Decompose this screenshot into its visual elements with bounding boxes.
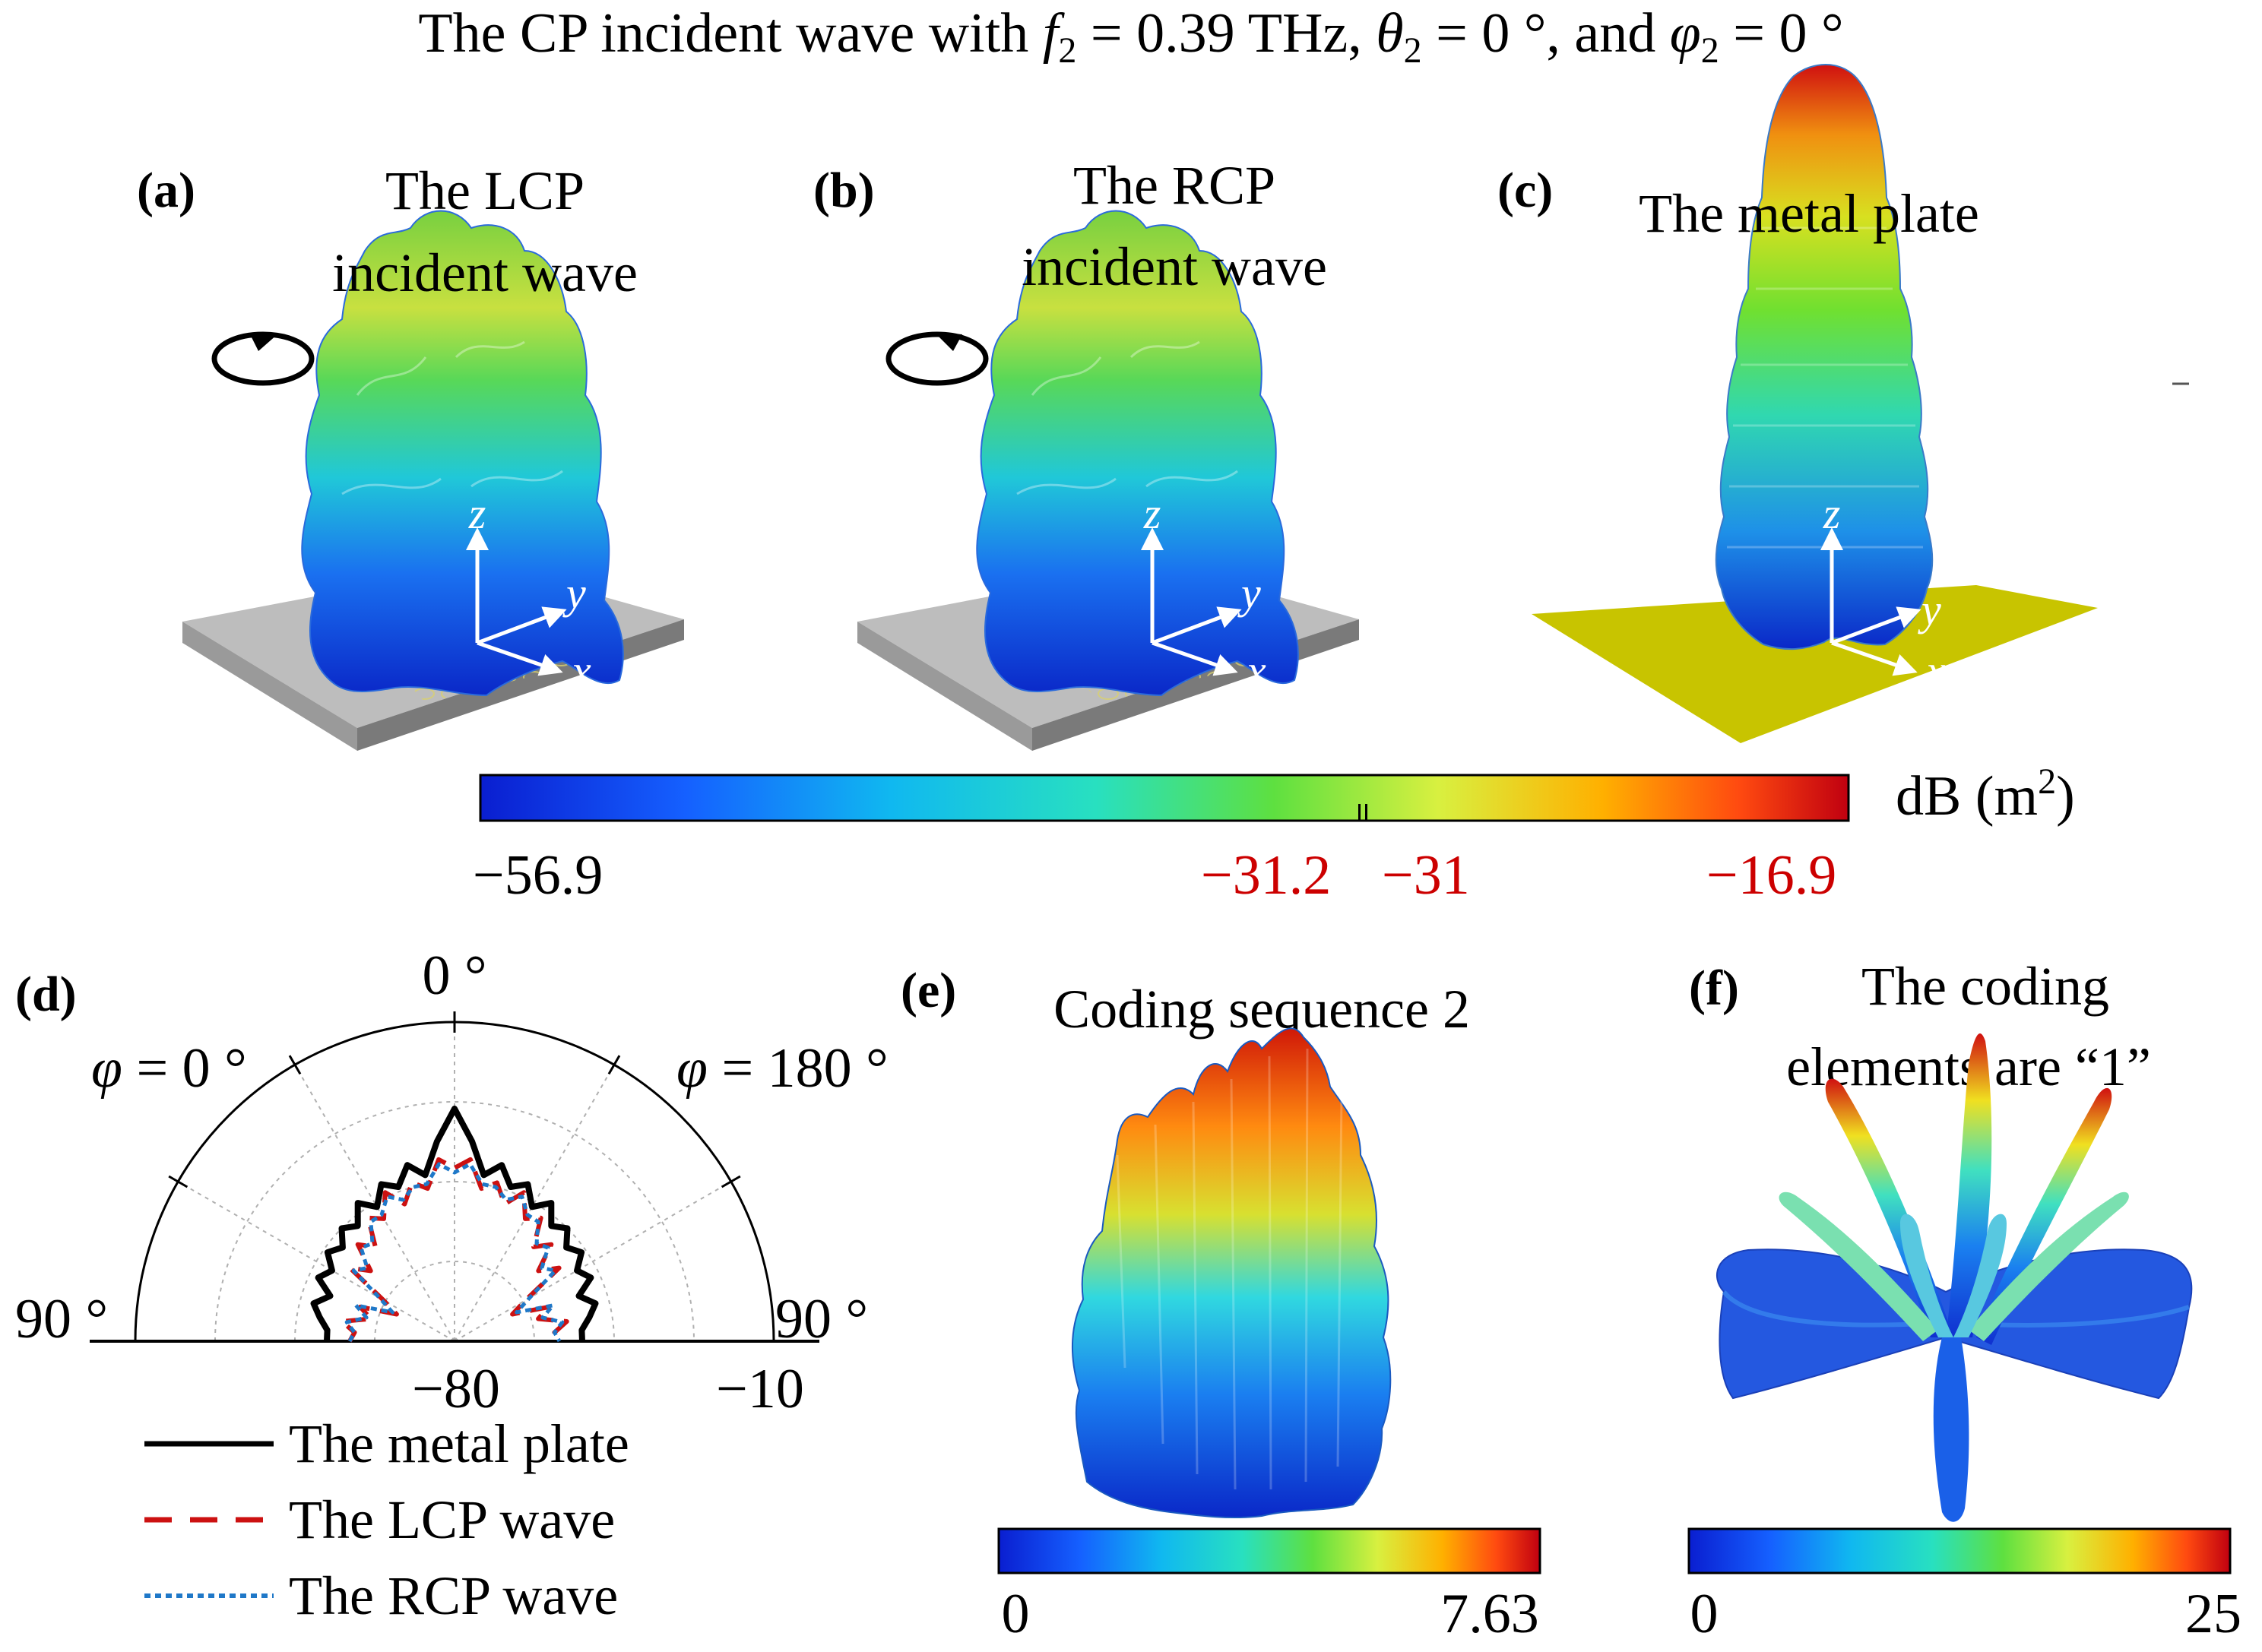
radial-tick-label: −80: [412, 1358, 500, 1420]
series-line-rcp: [344, 1162, 565, 1343]
colorbar-e-max-label: 7.63: [1440, 1583, 1539, 1645]
axis-triad-c: [1820, 527, 1921, 676]
lcp-rotation-icon: [211, 331, 315, 386]
colorbar-f: [1687, 1527, 2232, 1574]
panel-a-title-line1: The LCP: [385, 160, 585, 221]
z-axis-label: z: [468, 489, 486, 538]
panel-f-tag: (f): [1689, 961, 1739, 1016]
x-axis-label: x: [1925, 646, 1946, 695]
y-axis-label: y: [562, 568, 586, 618]
colorbar-e-min-label: 0: [1002, 1583, 1030, 1645]
phi-right-label: φ = 180 °: [676, 1037, 889, 1100]
colorbar-mid2-label: −31: [1382, 844, 1470, 907]
x-axis-label: x: [571, 646, 591, 695]
panel-f: (f) The coding elements are “1” 0 25: [1687, 956, 2241, 1645]
y-axis-label: y: [1237, 568, 1261, 618]
polar-series: [310, 1106, 599, 1343]
panel-d: (d) 0 ° 90 ° 90 ° φ = 0 ° φ = 180 ° −80 …: [15, 945, 889, 1626]
panel-e-title: Coding sequence 2: [1053, 979, 1470, 1040]
figure-title: The CP incident wave with f2 = 0.39 THz,…: [418, 2, 1843, 71]
axis-triad-a: [466, 527, 567, 676]
polar-ring: [214, 1101, 695, 1342]
phi-left-label: φ = 0 °: [91, 1037, 247, 1100]
z-axis-label: z: [1143, 489, 1161, 538]
panel-b-title-line2: incident wave: [1022, 236, 1327, 297]
z-axis-label: z: [1823, 489, 1841, 538]
panel-e: (e) Coding sequence 2 0 7.63: [901, 963, 1541, 1645]
panel-d-tag: (d): [15, 967, 77, 1022]
panel-a: z y x (a) The LCP incident wave: [137, 160, 684, 751]
colorbar-mid1-label: −31.2: [1201, 844, 1331, 907]
scattering-pattern-c: [1715, 64, 1934, 650]
polar-tick: [168, 1175, 188, 1188]
legend-label: The RCP wave: [289, 1565, 618, 1626]
panel-b: z y x (b) The RCP incident wave: [813, 155, 1359, 751]
panel-a-title-line2: incident wave: [332, 242, 638, 303]
polar-spoke: [454, 1181, 732, 1342]
colorbar-unit: dB (m2): [1896, 761, 2075, 828]
panel-b-title-line1: The RCP: [1073, 155, 1275, 216]
colorbar-tick-marks: [1358, 804, 1367, 821]
panel-c-tag: (c): [1497, 163, 1553, 218]
colorbar-e: [997, 1527, 1541, 1574]
polar-tick: [721, 1175, 741, 1188]
colorbar-min-label: −56.9: [473, 844, 603, 907]
angle-label-top: 0 °: [422, 945, 486, 1007]
colorbar-max-label: −16.9: [1706, 844, 1836, 907]
angle-label-right: 90 °: [775, 1288, 868, 1350]
colorbar-f-min-label: 0: [1690, 1583, 1719, 1645]
panel-f-title-line1: The coding: [1861, 956, 2109, 1017]
axis-triad-b: [1141, 527, 1242, 676]
series-line-metal: [310, 1106, 599, 1342]
panel-c-title: The metal plate: [1639, 183, 1979, 244]
y-axis-label: y: [1918, 585, 1941, 635]
panel-b-tag: (b): [813, 163, 875, 218]
radial-tick-label: −10: [716, 1358, 804, 1420]
x-axis-label: x: [1246, 646, 1266, 695]
polar-tick: [607, 1055, 621, 1075]
metal-plate-surface: [1532, 585, 2098, 743]
main-colorbar: dB (m2) −56.9 −31.2 −31 −16.9: [473, 761, 2075, 907]
scattering-pattern-f: [1716, 1033, 2193, 1522]
panel-e-tag: (e): [901, 963, 956, 1018]
panel-a-tag: (a): [137, 163, 195, 218]
polar-tick: [288, 1055, 302, 1075]
polar-spoke: [177, 1181, 455, 1342]
angle-label-left: 90 °: [15, 1288, 108, 1350]
scattering-pattern-e: [1071, 1027, 1392, 1519]
rcp-rotation-icon: [885, 331, 989, 386]
panel-c: z y x (c) The metal plate: [1497, 64, 2189, 743]
polar-ring: [294, 1181, 615, 1342]
legend-label: The metal plate: [289, 1413, 629, 1474]
chart-legend: The metal plate The LCP wave The RCP wav…: [144, 1413, 629, 1626]
colorbar-f-max-label: 25: [2185, 1583, 2241, 1645]
legend-label: The LCP wave: [289, 1489, 615, 1550]
